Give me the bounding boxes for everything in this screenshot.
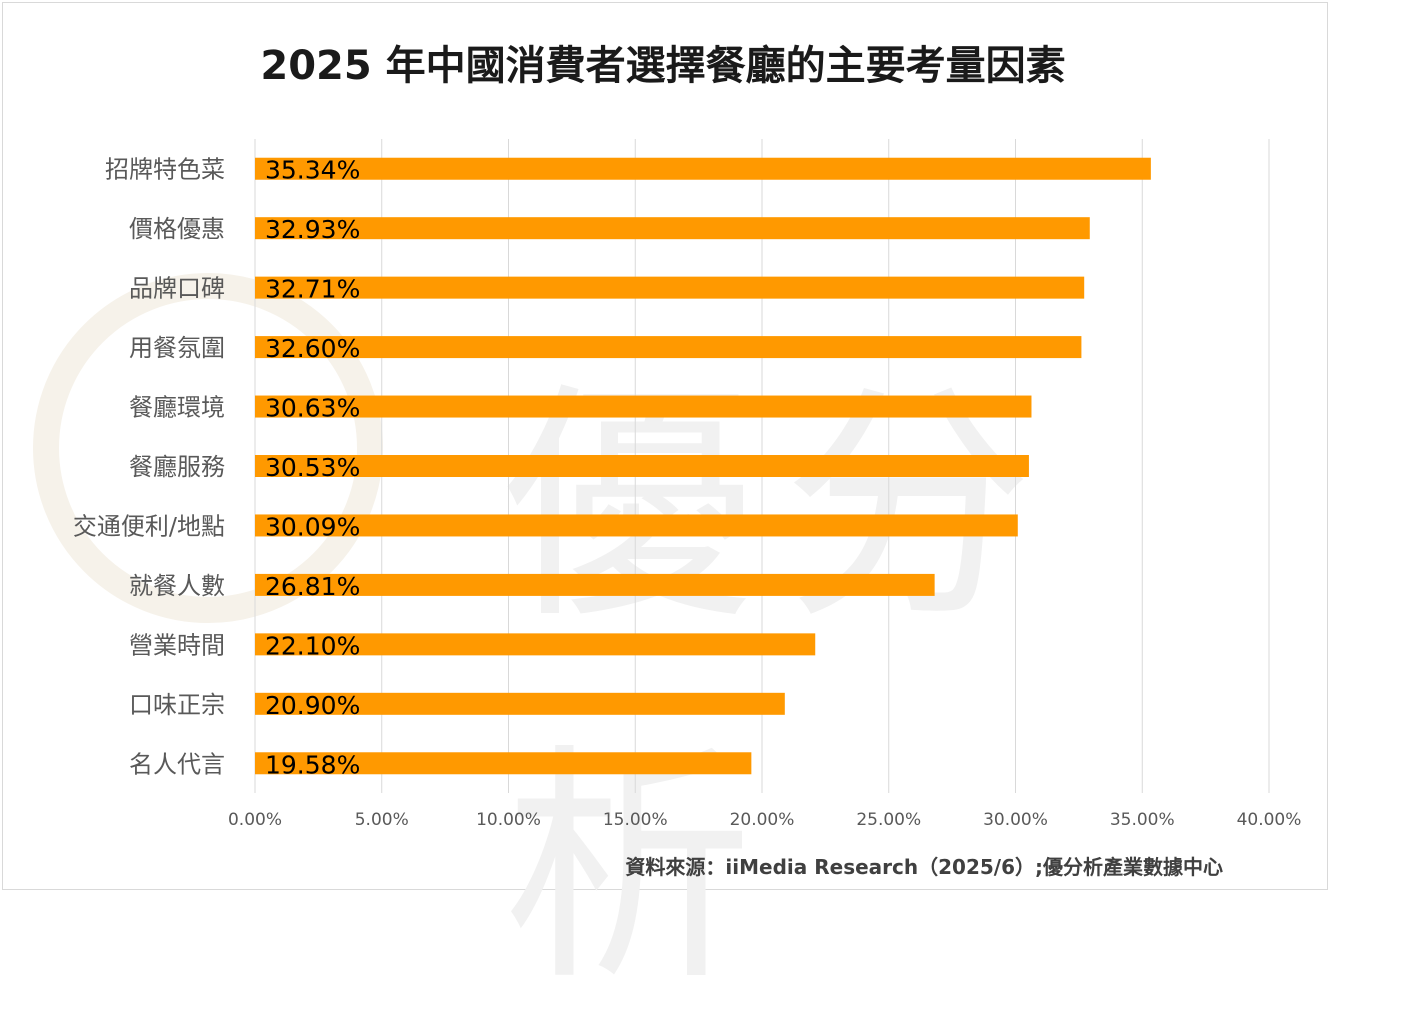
x-tick-label: 30.00% — [983, 810, 1048, 830]
x-tick-label: 35.00% — [1110, 810, 1175, 830]
bar — [255, 157, 1151, 180]
category-label: 名人代言 — [129, 750, 225, 778]
data-label: 20.90% — [265, 691, 360, 720]
chart-frame: 優分析 2025 年中國消費者選擇餐廳的主要考量因素 0.00% 5.00% 10.… — [2, 2, 1328, 1014]
x-tick-label: 5.00% — [355, 810, 409, 830]
data-label: 30.09% — [265, 512, 360, 541]
category-label: 用餐氛圍 — [129, 334, 225, 362]
bar — [255, 633, 816, 656]
x-tick-label: 40.00% — [1237, 810, 1302, 830]
data-label: 32.93% — [265, 215, 360, 244]
chart-title: 2025 年中國消費者選擇餐廳的主要考量因素 — [260, 43, 1066, 89]
category-label: 營業時間 — [129, 631, 225, 659]
bar — [255, 217, 1090, 240]
bar — [255, 514, 1018, 537]
category-label: 餐廳服務 — [129, 453, 225, 481]
bar-chart: 0.00% 5.00% 10.00% 15.00% 20.00% 25.00% 30.00%… — [73, 139, 1302, 830]
data-label: 32.60% — [265, 334, 360, 363]
bar — [255, 395, 1032, 418]
data-label: 30.63% — [265, 394, 360, 423]
bar — [255, 455, 1029, 477]
bar — [255, 752, 752, 775]
bar — [255, 336, 1082, 359]
x-tick-label: 25.00% — [856, 810, 921, 830]
data-label: 19.58% — [265, 750, 360, 779]
category-label: 交通便利/地點 — [73, 512, 225, 540]
data-label: 35.34% — [265, 156, 360, 185]
data-label: 26.81% — [265, 572, 360, 601]
category-label: 口味正宗 — [129, 691, 225, 719]
category-label: 就餐人數 — [129, 572, 225, 600]
x-tick-label: 10.00% — [476, 810, 541, 830]
x-tick-label: 20.00% — [730, 810, 795, 830]
category-label: 價格優惠 — [129, 215, 225, 243]
data-label: 30.53% — [265, 453, 360, 482]
bar — [255, 692, 785, 715]
x-tick-label: 15.00% — [603, 810, 668, 830]
category-label: 餐廳環境 — [129, 394, 225, 422]
category-label: 招牌特色菜 — [105, 156, 225, 184]
bar — [255, 276, 1085, 299]
data-label: 32.71% — [265, 275, 360, 304]
bar — [255, 573, 935, 596]
x-tick-label: 0.00% — [228, 810, 282, 830]
category-label: 品牌口碑 — [129, 275, 225, 303]
source-note: 資料來源：iiMedia Research（2025/6）;優分析產業數據中心 — [625, 855, 1223, 879]
data-label: 22.10% — [265, 631, 360, 660]
